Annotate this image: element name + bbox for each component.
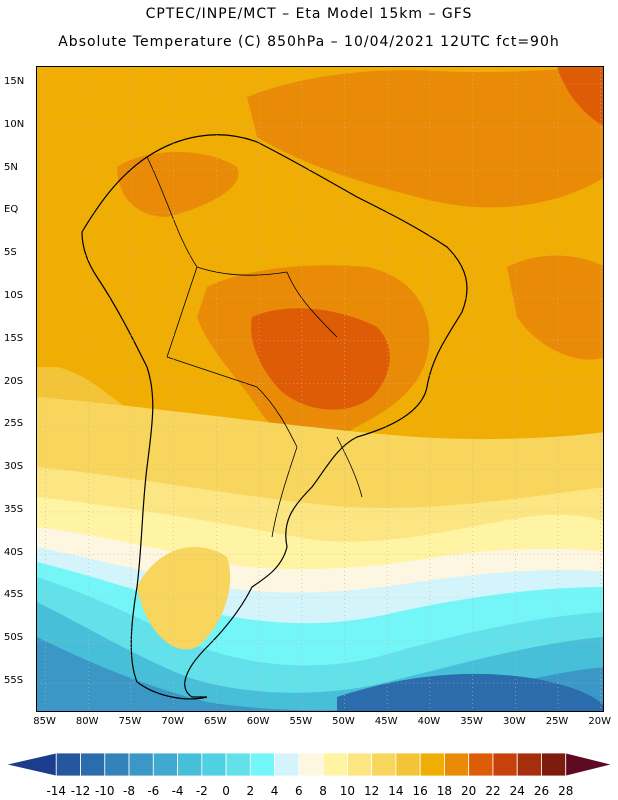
legend-tick-label: 0 (222, 784, 230, 798)
legend-swatch (468, 752, 494, 777)
legend-tick-label: -4 (171, 784, 184, 798)
latitude-label: 25S (4, 418, 24, 430)
legend-swatch (419, 752, 445, 777)
legend-tick-label: 6 (295, 784, 303, 798)
legend-tick-label: 16 (412, 784, 428, 798)
legend-swatch (298, 752, 324, 777)
legend-swatch (249, 752, 276, 777)
legend-swatch (322, 752, 348, 777)
legend-tick-label: 10 (339, 784, 356, 798)
latitude-label: EQ (4, 204, 19, 216)
longitude-label: 45W (374, 716, 398, 727)
legend-tick-label: 12 (364, 784, 380, 798)
legend-swatch (80, 752, 106, 777)
legend-swatch (541, 752, 567, 777)
latitude-label: 55S (4, 675, 24, 687)
legend-tick-label: -12 (70, 784, 91, 798)
longitude-label: 35W (460, 716, 483, 727)
longitude-label: 50W (332, 716, 355, 727)
longitude-label: 30W (503, 716, 526, 727)
latitude-label: 45S (4, 589, 24, 601)
longitude-label: 55W (289, 716, 313, 727)
latitude-label: 50S (4, 632, 24, 644)
temperature-map (36, 66, 604, 712)
country-borders (146, 156, 363, 538)
legend-swatch (565, 752, 613, 777)
longitude-label: 60W (246, 716, 270, 727)
latitude-label: 30S (4, 461, 24, 473)
color-legend (5, 752, 613, 777)
longitude-label: 75W (118, 716, 142, 727)
legend-swatch (55, 752, 81, 777)
latitude-label: 5N (4, 161, 18, 173)
map-canvas (37, 67, 603, 711)
legend-swatch (274, 752, 300, 777)
legend-swatch (492, 752, 518, 777)
legend-tick-label: 14 (388, 784, 404, 798)
latitude-label: 35S (4, 503, 24, 515)
legend-tick-label: -8 (123, 784, 136, 798)
legend-swatch (152, 752, 178, 777)
legend-tick-label: 28 (558, 784, 574, 798)
legend-swatch (128, 752, 154, 777)
longitude-label: 25W (545, 716, 569, 727)
legend-tick-label: 4 (270, 784, 279, 798)
longitude-label: 40W (417, 716, 441, 727)
legend-swatch (104, 752, 130, 777)
latitude-label: 15N (4, 76, 25, 88)
latitude-label: 40S (4, 546, 24, 558)
legend-tick-label: 26 (533, 784, 550, 798)
legend-tick-label: 8 (319, 784, 327, 798)
legend-swatch (201, 752, 227, 777)
legend-swatch (371, 752, 397, 777)
legend-tick-label: -6 (147, 784, 160, 798)
graticule (37, 67, 603, 711)
latitude-label: 10N (4, 118, 25, 130)
latitude-label: 5S (4, 247, 17, 259)
legend-tick-label: 2 (246, 784, 255, 798)
latitude-label: 15S (4, 332, 24, 344)
legend-tick-label: 22 (485, 784, 501, 798)
longitude-label: 80W (75, 716, 99, 727)
legend-tick-label: 20 (461, 784, 477, 798)
latitude-label: 10S (4, 290, 24, 302)
legend-swatch (346, 752, 373, 777)
legend-swatch (225, 752, 251, 777)
legend-swatch (177, 752, 203, 777)
continent-outline (81, 134, 468, 700)
legend-tick-label: 18 (436, 784, 453, 798)
longitude-label: 70W (161, 716, 184, 727)
legend-swatch (395, 752, 421, 777)
longitude-label: 85W (33, 716, 56, 727)
legend-swatch (444, 752, 470, 777)
longitude-label: 20W (588, 716, 612, 727)
title-variable: Absolute Temperature (C) 850hPa – 10/04/… (58, 34, 560, 50)
latitude-label: 20S (4, 375, 24, 387)
temperature-field (37, 67, 603, 711)
legend-swatch (5, 752, 57, 777)
longitude-label: 65W (204, 716, 227, 727)
legend-tick-label: 24 (509, 784, 525, 798)
legend-tick-label: -14 (46, 784, 67, 798)
legend-swatch (516, 752, 542, 777)
legend-tick-label: -10 (94, 784, 115, 798)
title-model: CPTEC/INPE/MCT – Eta Model 15km – GFS (145, 6, 473, 22)
legend-tick-label: -2 (195, 784, 208, 798)
